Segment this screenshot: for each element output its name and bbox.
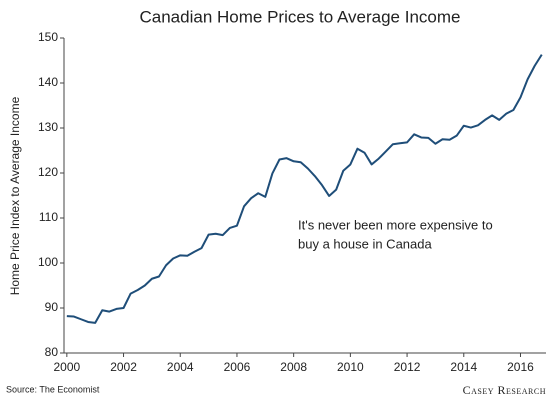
logo: Casey Research (463, 383, 546, 397)
x-tick-label: 2002 (110, 360, 137, 374)
y-tick-label: 90 (45, 300, 59, 314)
x-tick-label: 2004 (167, 360, 194, 374)
annotation: buy a house in Canada (298, 236, 432, 251)
y-axis-label: Home Price Index to Average Income (8, 96, 22, 295)
x-tick-label: 2006 (224, 360, 251, 374)
x-tick-label: 2012 (394, 360, 421, 374)
y-tick-label: 140 (38, 75, 58, 89)
annotation: It's never been more expensive to (298, 217, 493, 232)
x-tick-label: 2010 (337, 360, 364, 374)
x-tick-label: 2014 (450, 360, 477, 374)
line (66, 54, 543, 324)
y-tick-label: 100 (38, 255, 58, 269)
chart-title: Canadian Home Prices to Average Income (140, 7, 461, 26)
y-tick-label: 150 (38, 30, 58, 44)
y-tick-label: 120 (38, 165, 58, 179)
source: Source: The Economist (6, 384, 100, 394)
x-tick-label: 2016 (507, 360, 534, 374)
x-tick-label: 2008 (280, 360, 307, 374)
y-tick-label: 110 (39, 210, 58, 224)
x-tick-label: 2000 (53, 360, 80, 374)
y-tick-label: 130 (38, 120, 58, 134)
y-tick-label: 80 (45, 345, 59, 359)
